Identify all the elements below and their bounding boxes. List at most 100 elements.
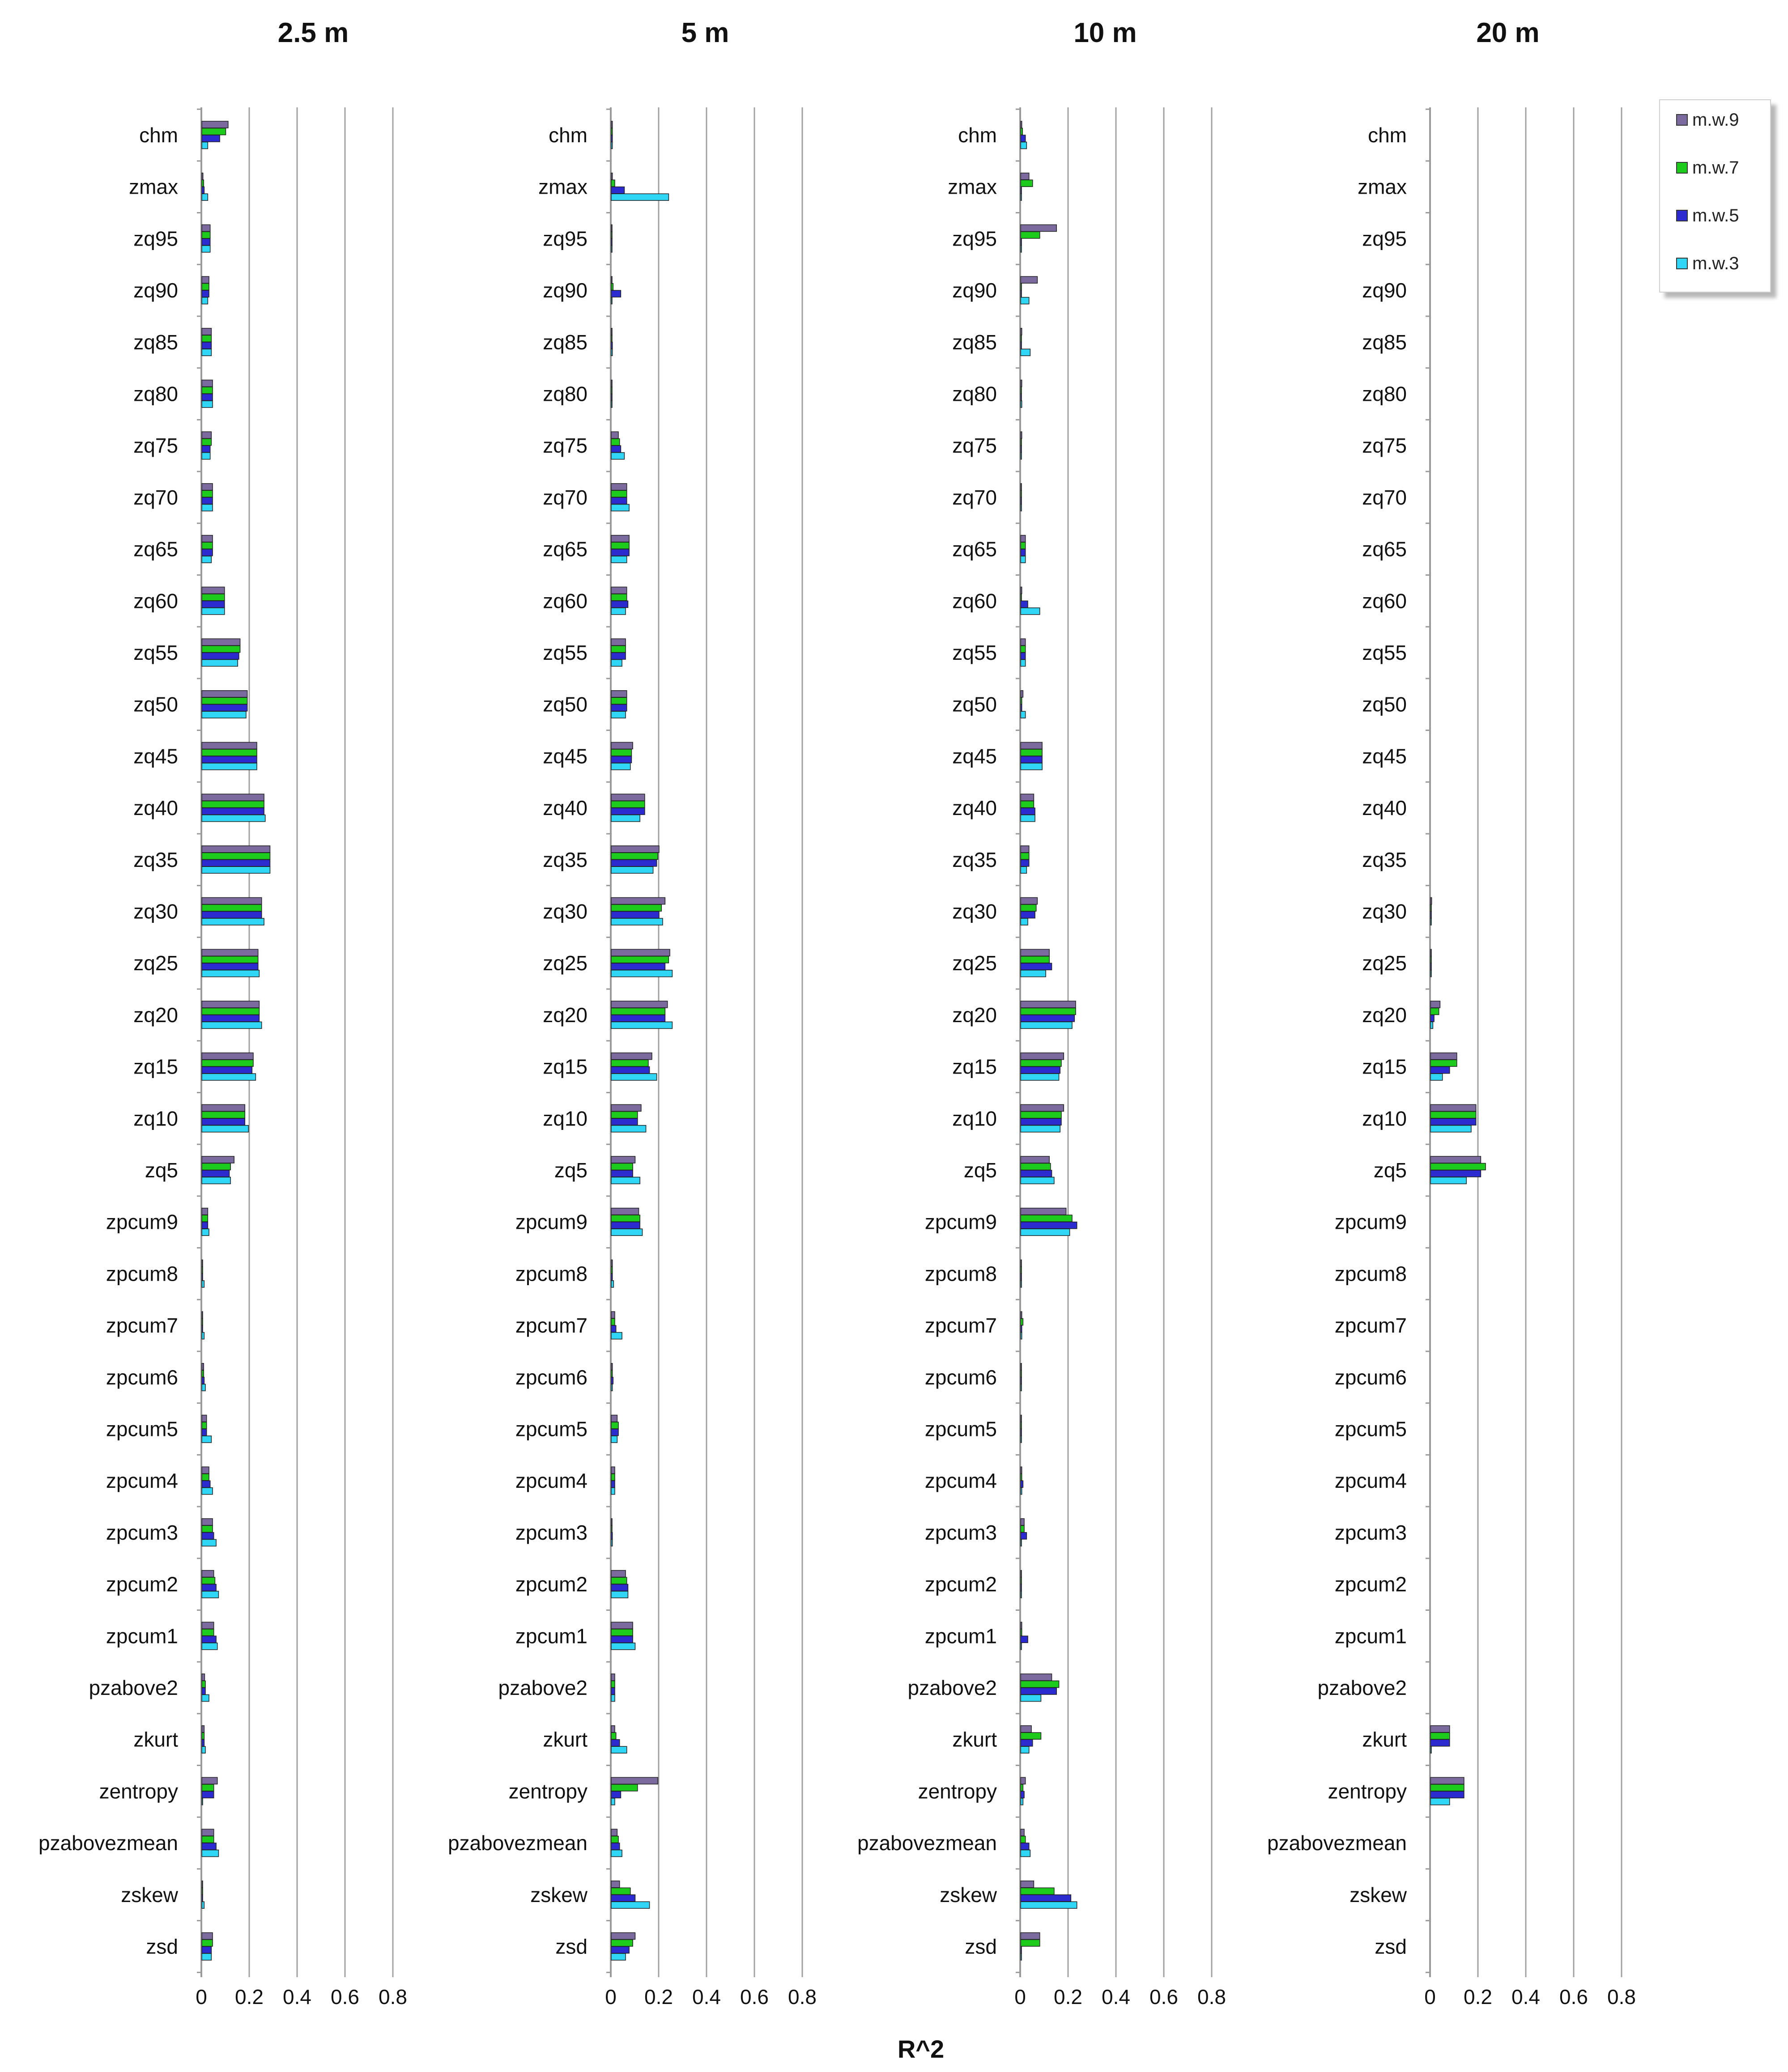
panel-1-bar-mw7-zq65 — [201, 542, 213, 549]
panel-3-category-label: zpcum8 — [925, 1262, 997, 1285]
panel-3-bar-mw7-zq45 — [1020, 749, 1043, 756]
panel-3-bar-mw7-zq80 — [1020, 386, 1022, 394]
panel-4-category-label: zq5 — [1374, 1159, 1407, 1182]
panel-1-category-label: zq25 — [133, 951, 178, 975]
panel-1-bar-mw5-zq55 — [201, 652, 239, 660]
panel-1-x-tick-label: 0 — [196, 1985, 207, 2008]
panel-1-category-label: zpcum9 — [106, 1210, 178, 1234]
panel-2-bar-mw3-zpcum4 — [611, 1487, 615, 1495]
panel-3-bar-mw5-zpcum2 — [1020, 1584, 1022, 1592]
panel-4-bar-mw7-zq15 — [1430, 1059, 1457, 1067]
panel-4-category-label: zkurt — [1362, 1728, 1407, 1751]
panel-2-category-label: zpcum9 — [515, 1210, 587, 1234]
panel-2-bar-mw9-zq45 — [611, 742, 633, 750]
panel-2-bar-mw5-zmax — [611, 186, 625, 194]
panel-1-bar-mw9-zq20 — [201, 1001, 260, 1008]
panel-2-bar-mw5-zq85 — [611, 342, 613, 349]
panel-3-bar-mw7-zq10 — [1020, 1111, 1062, 1119]
panel-1-category-label: zq45 — [133, 744, 178, 768]
panel-3-category-label: zq80 — [952, 382, 997, 406]
panel-4-bar-mw5-zq20 — [1430, 1015, 1435, 1022]
panel-2-bar-mw3-zq50 — [611, 711, 626, 718]
panel-1-bar-mw9-zq5 — [201, 1156, 234, 1163]
panel-3-bar-mw7-zpcum3 — [1020, 1525, 1025, 1533]
panel-3-bar-mw3-zq35 — [1020, 866, 1027, 874]
panel-1-bar-mw5-zq60 — [201, 600, 225, 608]
panel-3-bar-mw9-zq50 — [1020, 690, 1024, 698]
panel-1-bar-mw5-zq90 — [201, 290, 209, 297]
panel-2-bar-mw3-zq45 — [611, 763, 631, 770]
panel-3-category-label: zskew — [940, 1883, 997, 1906]
panel-2-bar-mw7-zpcum7 — [611, 1318, 615, 1326]
panel-4-category-label: zmax — [1358, 175, 1407, 199]
panel-1-bar-mw3-zq30 — [201, 918, 264, 926]
panel-2-bar-mw3-zkurt — [611, 1746, 627, 1754]
panel-1-bar-mw5-zq75 — [201, 445, 211, 453]
panel-2-category-label: zq25 — [543, 951, 587, 975]
panel-3-bar-mw9-zq35 — [1020, 845, 1030, 853]
panel-2-bar-mw7-zq15 — [611, 1059, 649, 1067]
panel-1-x-tick-label: 0.2 — [235, 1985, 264, 2008]
panel-2-bar-mw9-pzabove2 — [611, 1673, 615, 1681]
panel-3-bar-mw7-zpcum7 — [1020, 1318, 1024, 1326]
panel-2-bar-mw5-zkurt — [611, 1739, 620, 1747]
panel-3-bar-mw5-zq10 — [1020, 1118, 1062, 1126]
panel-3-bar-mw9-zpcum8 — [1020, 1259, 1022, 1267]
panel-1-bar-mw3-zq85 — [201, 348, 212, 357]
panel-2-category-label: zsd — [555, 1935, 587, 1958]
panel-4-category-label: zq55 — [1362, 641, 1407, 664]
panel-1-category-label: zq90 — [133, 279, 178, 302]
panel-1-bar-mw7-zkurt — [201, 1732, 205, 1740]
panel-1-bar-mw3-zq95 — [201, 245, 211, 253]
panel-2-bar-mw9-zq5 — [611, 1156, 636, 1163]
panel-1-bar-mw9-zpcum8 — [201, 1259, 203, 1267]
panel-1-category-label: zpcum2 — [106, 1573, 178, 1596]
panel-3-bar-mw3-zq60 — [1020, 607, 1040, 615]
panel-1-bar-mw5-zpcum6 — [201, 1377, 205, 1384]
panel-2-category-label: zpcum3 — [515, 1521, 587, 1544]
panel-4-category-label: zq95 — [1362, 227, 1407, 250]
panel-4-bar-mw3-zkurt — [1430, 1746, 1432, 1754]
panel-2-bar-mw9-zq15 — [611, 1052, 652, 1060]
panel-3-bar-mw3-zq85 — [1020, 348, 1031, 357]
panel-1-bar-mw3-zq60 — [201, 607, 225, 615]
panel-2-bar-mw9-zmax — [611, 172, 613, 180]
panel-1-bar-mw3-zq35 — [201, 866, 271, 874]
panel-3-bar-mw3-zsd — [1020, 1953, 1022, 1961]
panel-4-bar-mw7-zq25 — [1430, 955, 1432, 964]
panel-1-bar-mw7-zpcum7 — [201, 1318, 203, 1326]
panel-2-bar-mw9-zq80 — [611, 379, 613, 387]
panel-3-bar-mw7-zentropy — [1020, 1784, 1024, 1792]
panel-1-category-label: zpcum8 — [106, 1262, 178, 1285]
panel-3-bar-mw9-zmax — [1020, 172, 1030, 180]
panel-4-bar-mw9-zq20 — [1430, 1001, 1441, 1008]
panel-4-category-label: zpcum6 — [1335, 1366, 1407, 1389]
panel-2-bar-mw3-zq30 — [611, 918, 663, 926]
panel-3-bar-mw5-zsd — [1020, 1946, 1022, 1954]
panel-2-bar-mw5-zq95 — [611, 238, 613, 246]
panel-4-category-label: zq60 — [1362, 589, 1407, 612]
panel-2-bar-mw3-zq90 — [611, 297, 613, 305]
panel-1-bar-mw7-zq30 — [201, 904, 262, 912]
panel-1-bar-mw9-zpcum6 — [201, 1363, 204, 1371]
panel-4-bar-mw3-zq25 — [1430, 969, 1432, 977]
legend-label-mw3: m.w.3 — [1692, 253, 1739, 273]
panel-1-category-label: pzabove2 — [89, 1676, 179, 1699]
panel-3-bar-mw5-zq55 — [1020, 652, 1026, 660]
panel-4-category-label: zq70 — [1362, 486, 1407, 509]
panel-4-bar-mw3-zq5 — [1430, 1176, 1467, 1185]
panel-2-category-label: zpcum8 — [515, 1262, 587, 1285]
panel-3-bar-mw7-zq85 — [1020, 335, 1022, 343]
panel-4-bar-mw7-zq5 — [1430, 1163, 1486, 1171]
panel-2-category-label: zq35 — [543, 848, 587, 871]
panel-4-bar-mw7-zq10 — [1430, 1111, 1477, 1119]
panel-2-category-label: zpcum1 — [515, 1624, 587, 1647]
panel-1-category-label: zq40 — [133, 796, 178, 819]
panel-3-bar-mw9-zpcum7 — [1020, 1311, 1022, 1319]
panel-2-bar-mw7-zpcum8 — [611, 1266, 613, 1274]
panel-1-bar-mw3-zpcum2 — [201, 1591, 219, 1598]
panel-2-bar-mw5-pzabove2 — [611, 1687, 615, 1695]
panel-2-bar-mw3-zpcum1 — [611, 1643, 636, 1650]
panel-3-bar-mw9-zpcum4 — [1020, 1466, 1022, 1474]
panel-2-bar-mw9-zpcum9 — [611, 1207, 639, 1215]
